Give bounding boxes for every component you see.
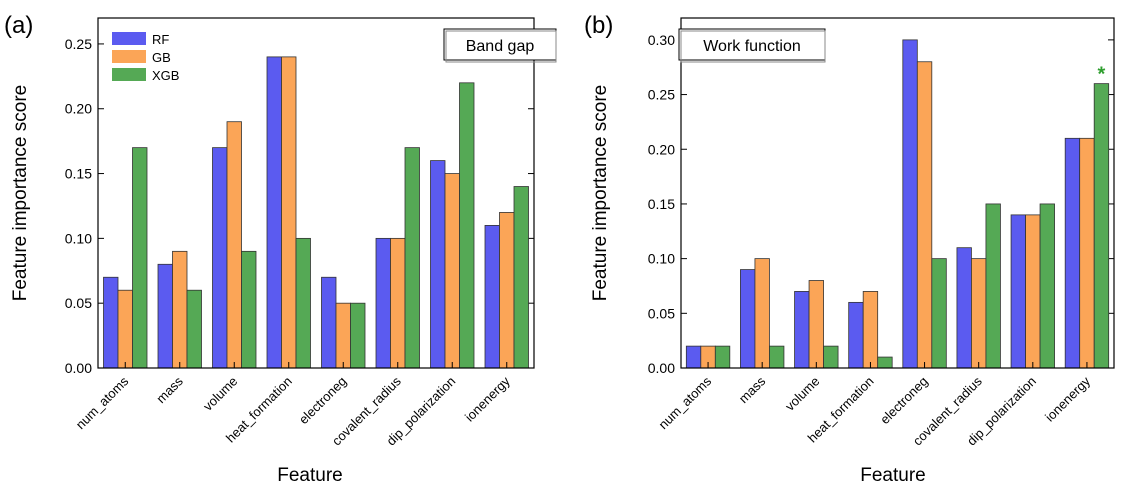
legend: RF GB XGB [112, 32, 179, 83]
bar-b-gb-heat-formation [862, 291, 879, 369]
y-tick-label-a-5: 0.25 [65, 36, 92, 52]
bar-a-rf-num-atoms [103, 276, 119, 369]
y-axis-title-a: Feature importance score [10, 85, 31, 302]
x-tick-label-b-ionenergy: ionenergy [1042, 373, 1093, 424]
plot-frame-b [680, 17, 1115, 369]
x-tick-label-a-mass: mass [153, 373, 186, 406]
x-tick-label-a-volume: volume [200, 374, 240, 414]
chart-a: (a) Feature importance score 0.00 0.05 0.1… [4, 12, 557, 486]
bar-a-gb-ionenergy [499, 212, 515, 369]
bar-b-rf-ionenergy [1064, 137, 1081, 369]
y-tick-label-b-1: 0.05 [648, 305, 675, 321]
bar-b-xgb-heat-formation [877, 356, 893, 369]
bars-b [685, 39, 1110, 369]
bar-a-rf-covalent-radius [375, 237, 391, 369]
panel-label-a: (a) [4, 12, 33, 39]
x-tick-label-b-num-atoms: num_atoms [656, 373, 715, 432]
y-tick-label-a-2: 0.10 [65, 230, 92, 246]
bar-b-gb-electroneg [916, 61, 933, 369]
bar-a-gb-electroneg [335, 302, 351, 369]
bar-a-gb-mass [172, 250, 188, 369]
plot-frame-a [97, 17, 535, 369]
bar-b-gb-covalent-radius [971, 258, 987, 369]
x-tick-label-b-mass: mass [736, 373, 769, 406]
bar-b-rf-volume [794, 291, 810, 369]
y-tick-label-b-2: 0.10 [648, 251, 675, 267]
bar-b-xgb-electroneg [931, 258, 947, 369]
bar-b-xgb-mass [769, 345, 785, 369]
bar-a-gb-volume [226, 121, 242, 369]
annotation-box-a: Band gap [443, 28, 557, 63]
bar-a-gb-covalent-radius [390, 237, 406, 369]
bar-b-rf-covalent-radius [956, 247, 972, 369]
bar-a-gb-dip-polarization [444, 173, 460, 369]
x-tick-label-a-num-atoms: num_atoms [73, 373, 132, 432]
bar-b-rf-mass [740, 269, 756, 369]
legend-swatch-xgb [112, 68, 146, 81]
bar-a-gb-heat-formation [281, 56, 297, 369]
x-tick-label-a-ionenergy: ionenergy [462, 373, 513, 424]
bar-a-gb-num-atoms [117, 289, 133, 369]
significance-marker: * [1098, 64, 1106, 86]
bar-b-xgb-volume [823, 345, 839, 369]
bar-a-rf-volume [212, 147, 228, 369]
x-tick-label-a-electroneg: electroneg [296, 374, 350, 428]
bar-a-xgb-volume [241, 250, 257, 369]
bar-b-xgb-num-atoms [714, 345, 731, 369]
annotation-text-b: Work function [703, 38, 801, 55]
bar-b-rf-heat-formation [848, 301, 864, 369]
bar-b-rf-num-atoms [685, 345, 702, 369]
legend-label-xgb: XGB [152, 68, 179, 83]
chart-b: (b) Feature importance score 0.00 0.05 0.1… [584, 12, 1115, 486]
x-tick-label-b-electroneg: electroneg [877, 374, 931, 428]
bar-b-gb-dip-polarization [1025, 214, 1041, 369]
bar-a-xgb-covalent-radius [404, 147, 420, 369]
y-tick-label-b-0: 0.00 [648, 360, 675, 376]
bar-a-xgb-electroneg [350, 302, 366, 369]
bar-b-gb-volume [808, 280, 824, 369]
y-ticks-b: 0.00 0.05 0.10 0.15 0.20 0.25 0.30 [648, 32, 1114, 376]
bar-a-xgb-ionenergy [513, 186, 529, 369]
bar-b-xgb-ionenergy [1093, 83, 1110, 369]
panel-label-b: (b) [584, 12, 613, 39]
bar-b-gb-ionenergy [1079, 137, 1095, 369]
y-axis-title-b: Feature importance score [590, 85, 611, 302]
x-axis-title-b: Feature [860, 465, 925, 486]
y-tick-label-b-6: 0.30 [648, 32, 675, 48]
bar-a-xgb-heat-formation [295, 237, 311, 369]
bar-a-rf-electroneg [321, 276, 337, 369]
y-ticks-a: 0.00 0.05 0.10 0.15 0.20 0.25 [65, 36, 534, 376]
y-tick-label-b-4: 0.20 [648, 141, 675, 157]
annotation-box-b: Work function [678, 28, 826, 63]
y-tick-label-a-1: 0.05 [65, 295, 92, 311]
x-tick-label-b-volume: volume [782, 374, 822, 414]
y-tick-label-a-4: 0.20 [65, 101, 92, 117]
bar-a-xgb-num-atoms [132, 147, 148, 369]
bar-a-rf-ionenergy [484, 225, 500, 369]
bar-a-xgb-dip-polarization [459, 82, 475, 369]
bar-b-gb-mass [754, 258, 770, 369]
bar-b-rf-electroneg [902, 39, 918, 369]
annotation-text-a: Band gap [466, 38, 535, 55]
bars-a [103, 56, 529, 369]
bar-a-rf-heat-formation [266, 56, 282, 369]
bar-a-xgb-mass [186, 289, 202, 369]
bar-b-xgb-dip-polarization [1039, 203, 1055, 369]
bar-a-rf-dip-polarization [430, 160, 446, 369]
legend-swatch-rf [112, 32, 146, 45]
bar-b-rf-dip-polarization [1010, 214, 1026, 369]
x-axis-title-a: Feature [277, 465, 342, 486]
legend-label-gb: GB [152, 50, 171, 65]
y-tick-label-b-3: 0.15 [648, 196, 675, 212]
bar-a-rf-mass [157, 263, 173, 369]
y-tick-label-a-0: 0.00 [65, 360, 92, 376]
legend-swatch-gb [112, 50, 146, 63]
legend-label-rf: RF [152, 32, 169, 47]
y-tick-label-a-3: 0.15 [65, 166, 92, 182]
bar-b-xgb-covalent-radius [985, 203, 1001, 369]
y-tick-label-b-5: 0.25 [648, 87, 675, 103]
